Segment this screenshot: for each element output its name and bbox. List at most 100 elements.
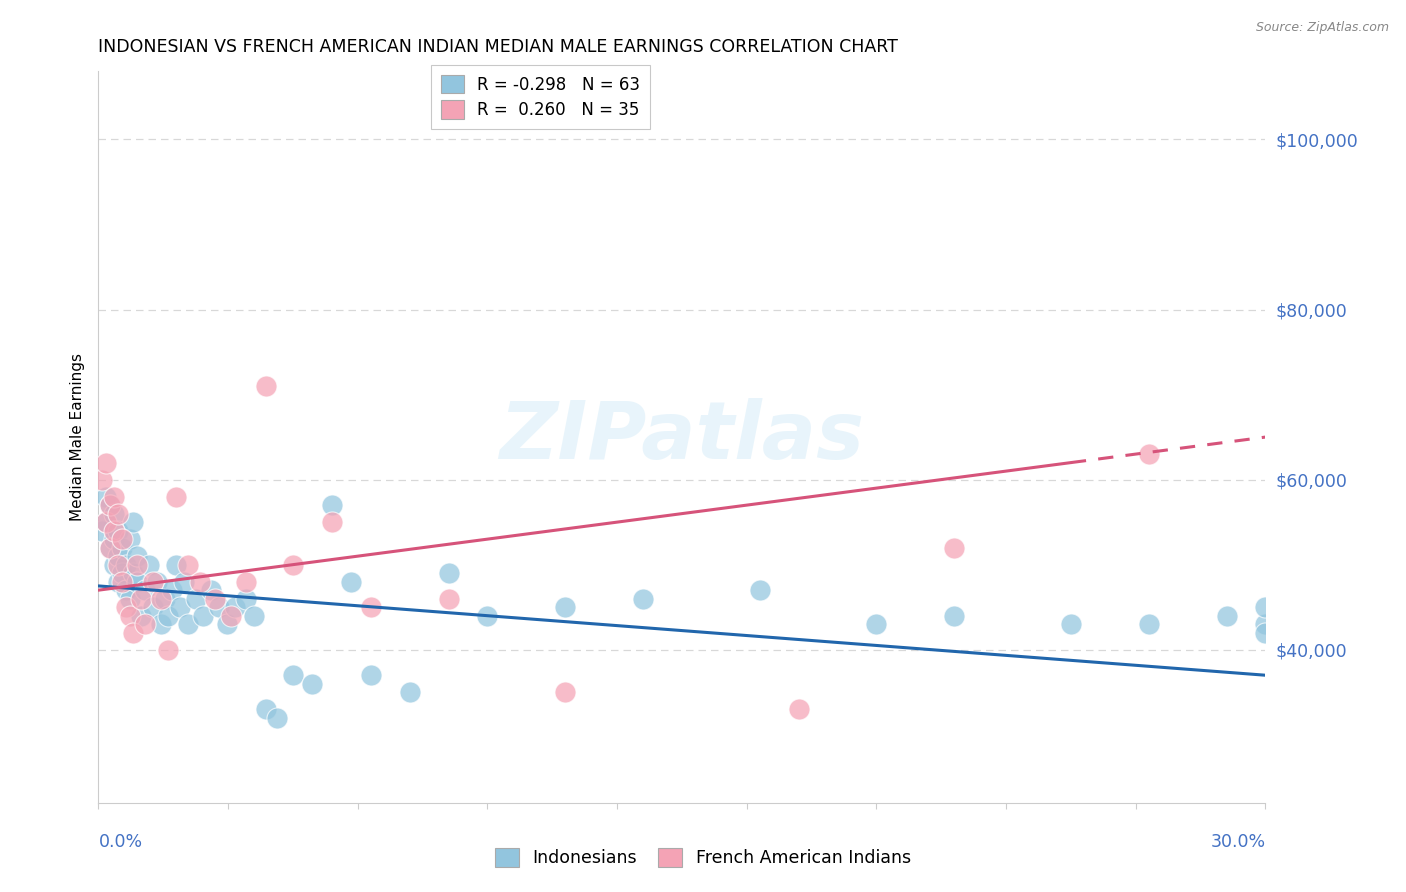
Point: [96, 490, 118, 504]
Point: [437, 566, 460, 581]
Point: [149, 591, 172, 606]
Point: [254, 702, 277, 716]
Point: [107, 524, 129, 538]
Point: [219, 608, 242, 623]
Point: [138, 558, 160, 572]
Point: [177, 617, 200, 632]
Point: [162, 583, 184, 598]
Point: [943, 541, 966, 555]
Point: [748, 583, 770, 598]
Point: [340, 574, 363, 589]
Point: [631, 591, 654, 606]
Point: [321, 498, 343, 512]
Point: [224, 600, 246, 615]
Point: [118, 608, 141, 623]
Point: [127, 574, 149, 589]
Legend: R = -0.298   N = 63, R =  0.260   N = 35: R = -0.298 N = 63, R = 0.260 N = 35: [430, 65, 650, 129]
Point: [554, 685, 576, 699]
Point: [91, 524, 114, 538]
Point: [103, 532, 125, 546]
Point: [554, 600, 576, 615]
Point: [204, 591, 226, 606]
Point: [188, 574, 211, 589]
Point: [114, 558, 136, 572]
Point: [96, 515, 118, 529]
Point: [96, 456, 118, 470]
Point: [1137, 447, 1160, 461]
Point: [169, 600, 191, 615]
Point: [235, 574, 257, 589]
Point: [127, 549, 149, 563]
Point: [1137, 617, 1160, 632]
Point: [107, 507, 129, 521]
Point: [1060, 617, 1083, 632]
Point: [360, 600, 382, 615]
Point: [865, 617, 887, 632]
Point: [943, 608, 966, 623]
Point: [96, 515, 118, 529]
Point: [122, 625, 145, 640]
Point: [1215, 608, 1237, 623]
Text: INDONESIAN VS FRENCH AMERICAN INDIAN MEDIAN MALE EARNINGS CORRELATION CHART: INDONESIAN VS FRENCH AMERICAN INDIAN MED…: [98, 38, 898, 56]
Point: [153, 591, 176, 606]
Point: [142, 600, 165, 615]
Point: [111, 541, 134, 555]
Point: [281, 668, 304, 682]
Point: [111, 532, 134, 546]
Point: [127, 558, 149, 572]
Point: [1254, 600, 1277, 615]
Point: [103, 507, 125, 521]
Point: [208, 600, 231, 615]
Point: [281, 558, 304, 572]
Point: [173, 574, 195, 589]
Point: [118, 532, 141, 546]
Point: [254, 379, 277, 393]
Point: [98, 541, 121, 555]
Point: [114, 583, 136, 598]
Text: 0.0%: 0.0%: [98, 832, 142, 851]
Point: [157, 608, 180, 623]
Point: [111, 566, 134, 581]
Point: [184, 591, 207, 606]
Point: [142, 574, 165, 589]
Point: [398, 685, 420, 699]
Point: [134, 583, 156, 598]
Point: [129, 608, 152, 623]
Point: [98, 498, 121, 512]
Point: [107, 574, 129, 589]
Point: [360, 668, 382, 682]
Point: [266, 711, 288, 725]
Point: [103, 490, 125, 504]
Point: [243, 608, 266, 623]
Point: [200, 583, 222, 598]
Point: [477, 608, 499, 623]
Point: [193, 608, 215, 623]
Point: [165, 490, 187, 504]
Legend: Indonesians, French American Indians: Indonesians, French American Indians: [488, 841, 918, 874]
Point: [146, 574, 169, 589]
Point: [134, 617, 156, 632]
Point: [157, 642, 180, 657]
Point: [114, 600, 136, 615]
Text: ZIPatlas: ZIPatlas: [499, 398, 865, 476]
Point: [787, 702, 810, 716]
Y-axis label: Median Male Earnings: Median Male Earnings: [69, 353, 84, 521]
Text: Source: ZipAtlas.com: Source: ZipAtlas.com: [1256, 21, 1389, 34]
Point: [437, 591, 460, 606]
Point: [301, 677, 323, 691]
Point: [98, 541, 121, 555]
Point: [118, 591, 141, 606]
Point: [98, 498, 121, 512]
Point: [129, 591, 152, 606]
Point: [149, 617, 172, 632]
Point: [215, 617, 238, 632]
Point: [111, 574, 134, 589]
Text: 30.0%: 30.0%: [1211, 832, 1265, 851]
Point: [103, 558, 125, 572]
Point: [103, 524, 125, 538]
Point: [107, 549, 129, 563]
Point: [1254, 617, 1277, 632]
Point: [165, 558, 187, 572]
Point: [1254, 625, 1277, 640]
Point: [177, 558, 200, 572]
